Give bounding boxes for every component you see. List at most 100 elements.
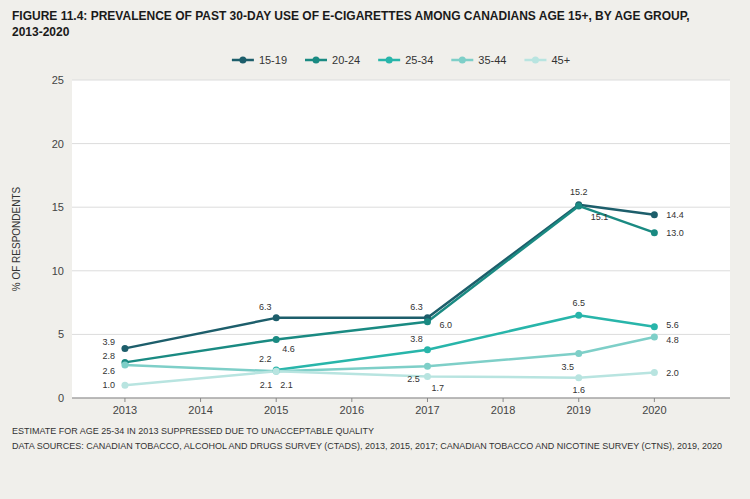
marker	[424, 363, 431, 370]
data-label: 2.1	[280, 380, 293, 390]
legend-marker	[532, 57, 539, 64]
data-label: 15.2	[570, 187, 588, 197]
marker	[575, 312, 582, 319]
legend-item: 20-24	[305, 54, 360, 66]
grid-line	[72, 334, 730, 335]
x-tick	[200, 398, 201, 402]
data-label: 2.0	[666, 368, 679, 378]
data-label: 2.8	[102, 351, 115, 361]
legend: 15-19 20-24 25-34 35-44 45+	[232, 54, 570, 66]
marker	[424, 346, 431, 353]
legend-marker	[239, 57, 246, 64]
y-tick-label: 5	[58, 328, 64, 340]
series-line	[125, 206, 654, 362]
marker	[121, 382, 128, 389]
marker	[575, 350, 582, 357]
x-tick-label: 2015	[264, 404, 288, 416]
x-tick-label: 2014	[188, 404, 212, 416]
marker	[424, 373, 431, 380]
legend-item: 15-19	[232, 54, 287, 66]
marker	[273, 368, 280, 375]
marker	[575, 374, 582, 381]
data-label: 1.0	[102, 380, 115, 390]
series-line	[125, 337, 654, 371]
data-label: 6.5	[572, 298, 585, 308]
data-label: 3.5	[561, 362, 574, 372]
marker	[575, 202, 582, 209]
data-label: 14.4	[666, 210, 684, 220]
grid-line	[72, 270, 730, 271]
y-tick-label: 25	[52, 74, 64, 86]
y-tick-label: 20	[52, 138, 64, 150]
background	[0, 0, 750, 499]
grid-line	[72, 207, 730, 208]
legend-label: 15-19	[259, 54, 287, 66]
y-tick-label: 15	[52, 201, 64, 213]
marker	[121, 345, 128, 352]
data-label: 15.1	[591, 212, 609, 222]
x-tick-label: 2018	[491, 404, 515, 416]
x-tick-label: 2019	[566, 404, 590, 416]
plot-background	[72, 80, 730, 398]
footnote-line: ESTIMATE FOR AGE 25-34 IN 2013 SUPPRESSE…	[12, 426, 374, 436]
legend-marker	[386, 57, 393, 64]
legend-item: 35-44	[451, 54, 506, 66]
marker	[273, 368, 280, 375]
title-line: 2013-2020	[12, 25, 70, 39]
marker	[273, 336, 280, 343]
data-label: 1.7	[431, 383, 444, 393]
legend-marker	[459, 57, 466, 64]
marker	[651, 323, 658, 330]
marker	[121, 361, 128, 368]
data-label: 2.1	[260, 380, 273, 390]
x-tick	[427, 398, 428, 402]
data-label: 1.6	[572, 385, 585, 395]
x-tick	[503, 398, 504, 402]
plot-area	[121, 201, 657, 389]
x-tick	[124, 398, 125, 402]
data-label: 4.8	[666, 335, 679, 345]
data-label: 6.0	[439, 320, 452, 330]
legend-label: 35-44	[478, 54, 506, 66]
y-tick-label: 0	[58, 392, 64, 404]
chart: FIGURE 11.4: PREVALENCE OF PAST 30-DAY U…	[0, 0, 750, 499]
series-line	[125, 371, 654, 385]
x-tick-label: 2013	[113, 404, 137, 416]
x-tick-label: 2017	[415, 404, 439, 416]
grid-line	[72, 143, 730, 144]
data-label: 5.6	[666, 320, 679, 330]
legend-label: 25-34	[405, 54, 433, 66]
data-label: 2.5	[407, 374, 420, 384]
legend-item: 45+	[524, 54, 570, 66]
x-tick	[578, 398, 579, 402]
title: FIGURE 11.4: PREVALENCE OF PAST 30-DAY U…	[12, 9, 690, 39]
data-label: 13.0	[666, 228, 684, 238]
grid-line	[72, 398, 730, 399]
title-line: FIGURE 11.4: PREVALENCE OF PAST 30-DAY U…	[12, 9, 690, 23]
data-label: 3.9	[102, 337, 115, 347]
marker	[651, 211, 658, 218]
y-tick-label: 10	[52, 265, 64, 277]
x-tick-label: 2016	[340, 404, 364, 416]
legend-item: 25-34	[378, 54, 433, 66]
x-tick	[654, 398, 655, 402]
data-label: 4.6	[282, 344, 295, 354]
x-tick	[276, 398, 277, 402]
x-axis-line	[72, 398, 730, 399]
footnote: DATA SOURCES: CANADIAN TOBACCO, ALCOHOL …	[12, 441, 722, 451]
data-label: 6.3	[259, 302, 272, 312]
marker	[273, 314, 280, 321]
legend-marker	[313, 57, 320, 64]
data-label: 6.3	[410, 302, 423, 312]
footnote-line: DATA SOURCES: CANADIAN TOBACCO, ALCOHOL …	[12, 441, 722, 451]
data-label: 2.6	[102, 366, 115, 376]
grid-line	[72, 80, 730, 81]
legend-label: 20-24	[332, 54, 360, 66]
y-axis-label: % OF RESPONDENTS	[11, 186, 22, 291]
footnote: ESTIMATE FOR AGE 25-34 IN 2013 SUPPRESSE…	[12, 426, 374, 436]
marker	[651, 369, 658, 376]
x-tick-label: 2020	[642, 404, 666, 416]
x-tick	[351, 398, 352, 402]
marker	[424, 318, 431, 325]
marker	[651, 333, 658, 340]
